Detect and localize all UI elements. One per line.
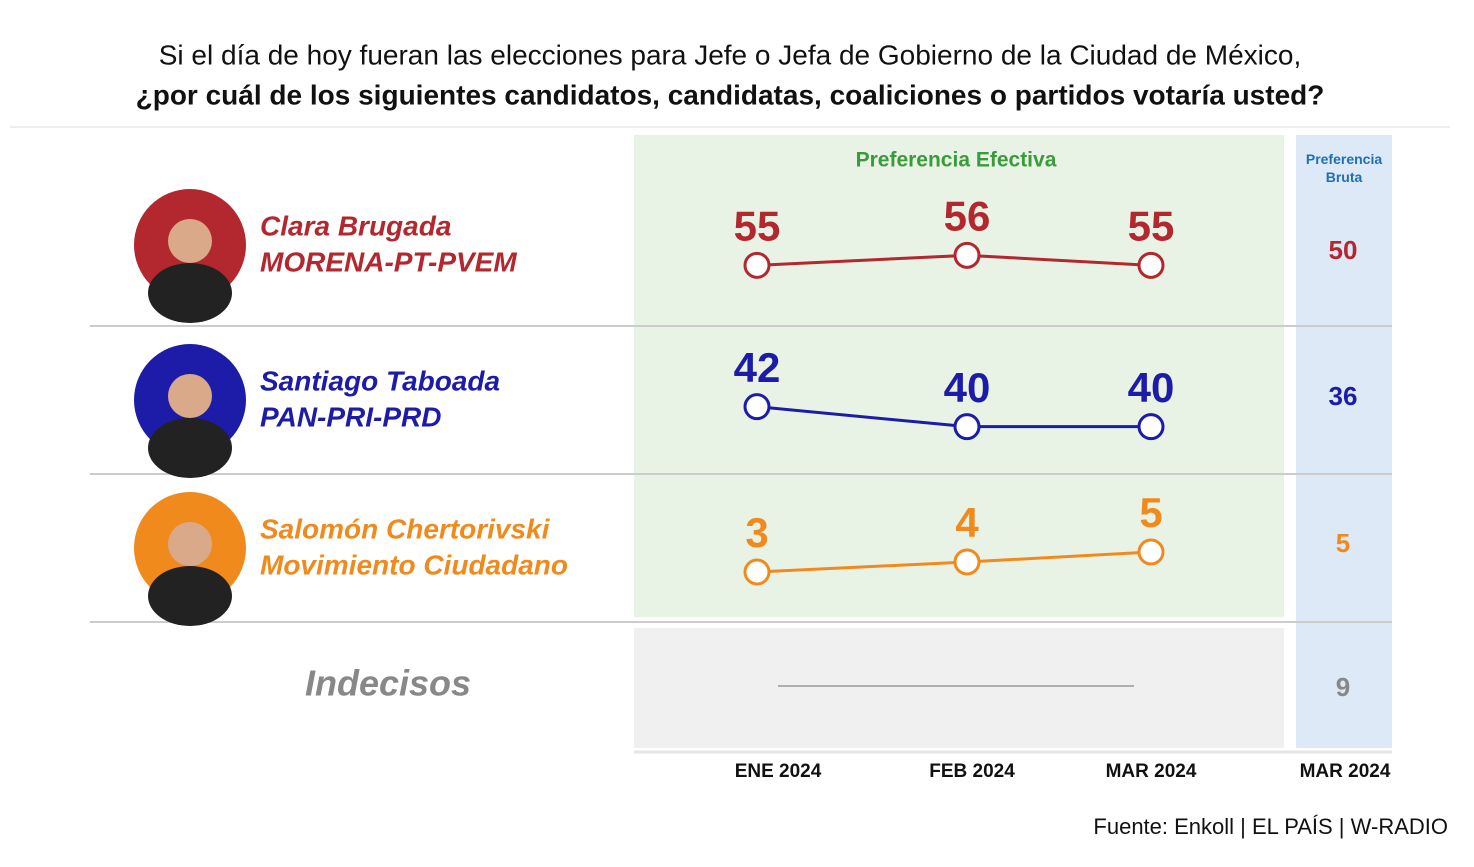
panel-label: Preferencia Efectiva	[856, 149, 1057, 172]
value-label: 55	[1128, 202, 1175, 249]
value-label: 4	[955, 499, 979, 546]
photo-body	[148, 566, 232, 626]
party-name: PAN-PRI-PRD	[260, 401, 441, 432]
photo-body	[148, 263, 232, 323]
point	[953, 413, 981, 441]
point	[1137, 251, 1165, 279]
value-label: 55	[734, 202, 781, 249]
x-tick-label: FEB 2024	[929, 761, 1015, 782]
point	[1137, 413, 1165, 441]
point	[953, 241, 981, 269]
x-tick-label: ENE 2024	[735, 761, 822, 782]
candidate-name: Santiago Taboada	[260, 365, 500, 396]
bruta-value: 5	[1336, 528, 1350, 558]
bruta-value: 9	[1336, 672, 1350, 702]
photo-head	[168, 522, 212, 566]
subtitle: ¿por cuál de los siguientes candidatos, …	[136, 79, 1325, 110]
point	[953, 548, 981, 576]
title: Si el día de hoy fueran las elecciones p…	[159, 39, 1302, 70]
candidate-name: Salomón Chertorivski	[260, 513, 551, 544]
point	[743, 251, 771, 279]
photo-body	[148, 418, 232, 478]
party-name: MORENA-PT-PVEM	[260, 246, 517, 277]
panel-effective	[634, 135, 1284, 617]
value-label: 56	[944, 192, 991, 239]
point	[743, 393, 771, 421]
photo-head	[168, 219, 212, 263]
value-label: 40	[944, 364, 991, 411]
bruta-label: Preferencia Bruta	[1305, 151, 1383, 185]
photo-head	[168, 374, 212, 418]
value-label: 3	[745, 509, 768, 556]
bruta-value: 50	[1329, 235, 1358, 265]
value-label: 42	[734, 344, 781, 391]
x-tick-label: MAR 2024	[1106, 761, 1197, 782]
bruta-value: 36	[1329, 381, 1358, 411]
candidate-name: Clara Brugada	[260, 210, 451, 241]
undecided-label: Indecisos	[305, 663, 471, 704]
value-label: 40	[1128, 364, 1175, 411]
value-label: 5	[1139, 489, 1162, 536]
panel-bruta	[1296, 135, 1392, 748]
panel-undecided	[634, 628, 1284, 748]
point	[1137, 538, 1165, 566]
party-name: Movimiento Ciudadano	[260, 549, 568, 580]
point	[743, 558, 771, 586]
source: Fuente: Enkoll | EL PAÍS | W-RADIO	[1093, 814, 1448, 839]
bruta-category: MAR 2024	[1300, 761, 1391, 782]
